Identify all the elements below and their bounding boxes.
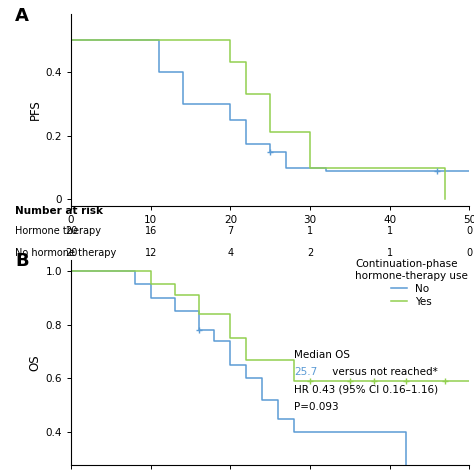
Text: 16: 16 (145, 227, 157, 237)
Y-axis label: PFS: PFS (28, 100, 41, 120)
Text: B: B (15, 252, 29, 270)
Text: HR 0.43 (95% CI 0.16–1.16): HR 0.43 (95% CI 0.16–1.16) (294, 385, 438, 395)
Text: 0: 0 (466, 248, 472, 258)
Text: 25.7: 25.7 (294, 367, 317, 377)
Text: 1: 1 (387, 227, 392, 237)
Text: 2: 2 (307, 248, 313, 258)
Text: Number at risk: Number at risk (15, 206, 103, 216)
Text: Time (months): Time (months) (222, 263, 319, 276)
Text: 7: 7 (227, 227, 234, 237)
Y-axis label: OS: OS (28, 354, 41, 371)
Text: A: A (15, 7, 29, 25)
Text: 1: 1 (387, 248, 392, 258)
Text: No hormone therapy: No hormone therapy (15, 248, 117, 258)
Text: 20: 20 (65, 248, 77, 258)
Text: P=0.093: P=0.093 (294, 402, 339, 412)
Text: 4: 4 (228, 248, 233, 258)
Text: 1: 1 (307, 227, 313, 237)
Text: versus not reached*: versus not reached* (329, 367, 438, 377)
Text: 0: 0 (466, 227, 472, 237)
Text: Median OS: Median OS (294, 350, 350, 360)
Text: 20: 20 (65, 227, 77, 237)
Text: Hormone therapy: Hormone therapy (15, 227, 101, 237)
Text: 12: 12 (145, 248, 157, 258)
Legend: No, Yes: No, Yes (355, 259, 468, 307)
